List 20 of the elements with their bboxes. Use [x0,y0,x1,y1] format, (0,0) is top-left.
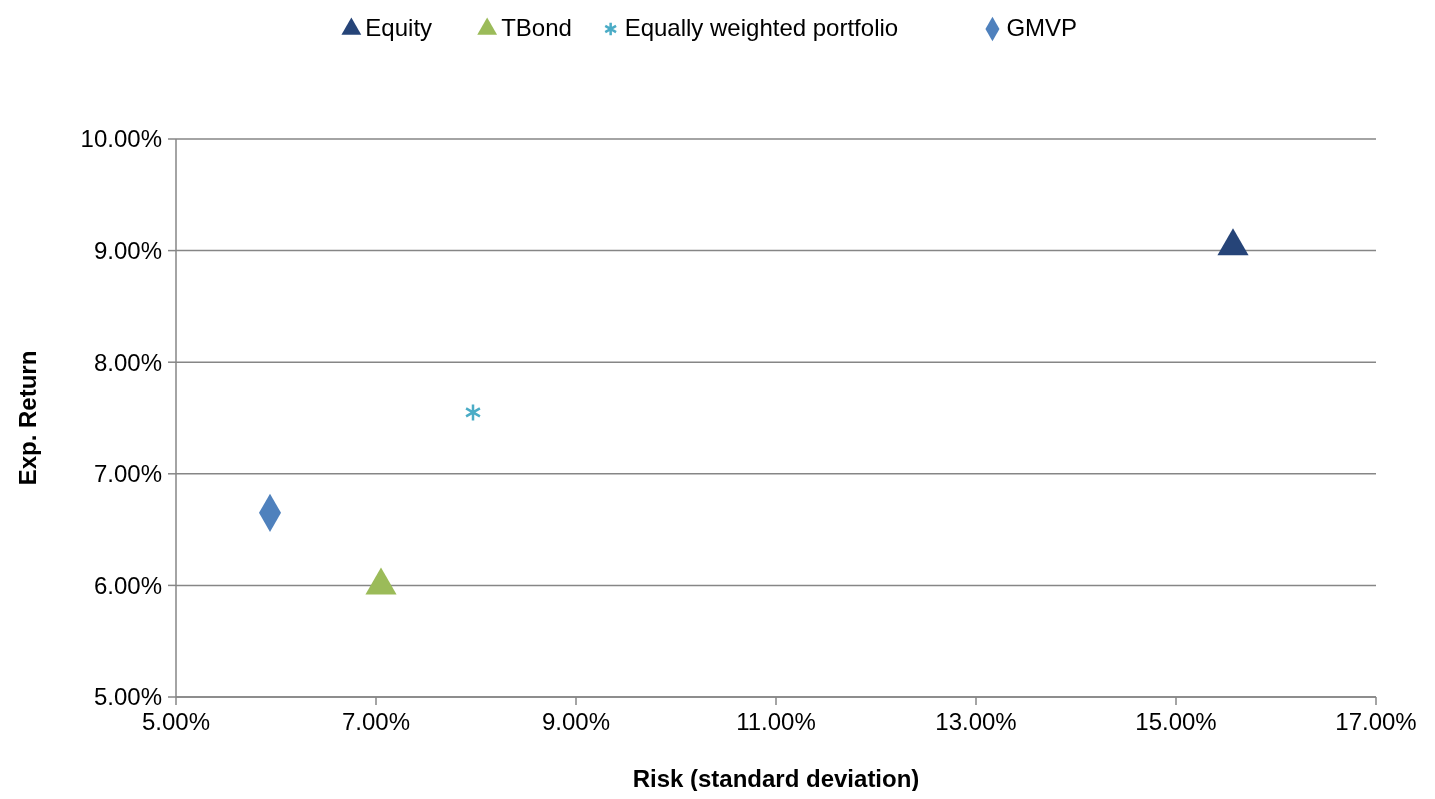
x-tick-label: 7.00% [341,708,411,735]
x-tick-label: 15.00% [1135,708,1217,735]
legend-label: Equity [365,14,433,42]
y-axis-title: Exp. Return [14,350,42,486]
x-tick-label: 13.00% [935,708,1017,735]
y-tick-label: 7.00% [93,460,162,488]
legend-label: TBond [501,14,572,42]
x-tick-label: 9.00% [541,708,611,735]
x-tick-label: 11.00% [736,708,816,735]
y-tick-label: 10.00% [80,125,162,153]
point [1217,228,1249,256]
y-tick-label: 5.00% [93,683,162,711]
point [464,403,482,422]
y-tick-label: 6.00% [93,571,162,599]
y-tick-label: 9.00% [93,237,162,264]
x-tick-label: 17.00% [1335,708,1417,735]
legend-label: GMVP [1006,14,1078,42]
legend-label: Equally weighted portfolio [624,14,899,42]
x-tick-label: 5.00% [141,708,211,735]
y-tick-label: 8.00% [93,348,162,376]
